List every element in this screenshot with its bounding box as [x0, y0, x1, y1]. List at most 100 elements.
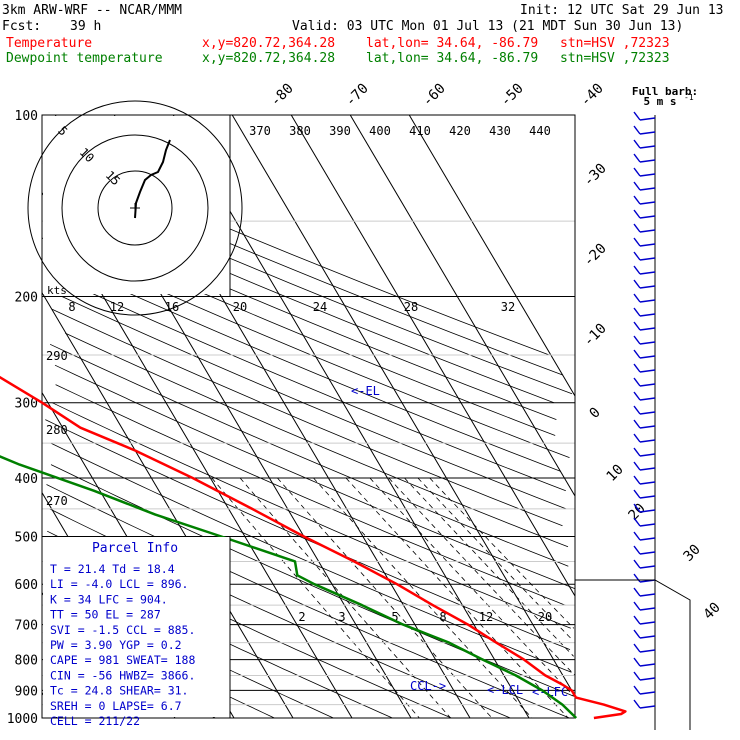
hodograph-trace: [134, 139, 171, 219]
parcel-info-title: Parcel Info: [92, 541, 178, 556]
wind-barb: [639, 383, 656, 387]
model-title: 3km ARW-WRF -- NCAR/MMM: [2, 3, 183, 18]
parcel-info-row: LI = -4.0 LCL = 896.: [50, 577, 188, 591]
wind-barb: [633, 307, 641, 317]
mixing-ratio-line: [388, 477, 576, 676]
wind-barb: [639, 425, 656, 429]
isotherm-line: [349, 114, 576, 497]
theta-label: 390: [329, 124, 351, 138]
temp-legend-station: stn=HSV ,72323: [560, 36, 670, 51]
wind-barb: [633, 349, 641, 359]
isotherm-line: [290, 114, 576, 597]
dry-adiabat-line: [61, 296, 567, 510]
theta-label: 280: [46, 423, 68, 437]
dew-legend-latlon: lat,lon= 34.64, -86.79: [366, 51, 539, 66]
wind-barb: [633, 699, 641, 709]
parcel-info-row: Tc = 24.8 SHEAR= 31.: [50, 684, 188, 698]
parcel-info-row: SVI = -1.5 CCL = 885.: [50, 623, 195, 637]
wind-barb: [633, 405, 641, 415]
wind-barb: [633, 685, 641, 695]
wind-barb: [639, 187, 656, 191]
mixing-ratio-label: 2: [298, 610, 305, 624]
sounding-lines: [0, 375, 627, 720]
wind-barb: [633, 643, 641, 653]
init-time: Init: 12 UTC Sat 29 Jun 13: [520, 3, 724, 18]
parcel-info-background: [43, 537, 230, 717]
wind-barb: [633, 209, 641, 219]
theta-label: 410: [409, 124, 431, 138]
mixing-ratio-label: 24: [313, 300, 327, 314]
isotherm-line: [41, 292, 294, 719]
isotherm-label: -50: [498, 81, 527, 110]
pressure-label: 600: [15, 578, 38, 593]
wind-barb: [639, 467, 656, 471]
wind-barb: [633, 363, 641, 373]
pressure-label: 800: [15, 654, 38, 669]
wind-barb: [639, 411, 656, 415]
isotherm-label: -60: [420, 81, 449, 110]
dry-adiabat-line: [54, 364, 575, 589]
mixing-ratio-line: [417, 477, 572, 640]
wind-barb: [633, 111, 641, 121]
wind-barb: [633, 489, 641, 499]
el-marker: <-EL: [351, 384, 380, 398]
wind-barb: [639, 173, 656, 177]
isobars: [41, 114, 576, 719]
dry-adiabat-line: [74, 268, 561, 472]
dry-adiabat-line: [52, 402, 571, 629]
wind-barb: [639, 705, 656, 709]
parcel-info-row: SREH = 0 LAPSE= 6.7: [50, 699, 182, 713]
wind-barb: [633, 419, 641, 429]
isotherm-label: -10: [581, 321, 610, 350]
wind-barb: [633, 181, 641, 191]
wind-barb: [639, 453, 656, 457]
mixing-ratio-line: [345, 477, 569, 719]
parcel-info-row: CAPE = 981 SWEAT= 188: [50, 653, 195, 667]
full-barb-label: Full barb:: [632, 85, 698, 98]
temp-legend-name: Temperature: [6, 36, 93, 51]
wind-barb: [639, 593, 656, 597]
dewpoint-line: [0, 455, 578, 719]
wind-barb: [633, 321, 641, 331]
wind-barb: [633, 629, 641, 639]
wind-barb: [633, 335, 641, 345]
wind-barb: [633, 559, 641, 569]
mixing-ratio-label: 32: [501, 300, 515, 314]
mixing-ratio-label: 8: [68, 300, 75, 314]
isotherm-label: 20: [626, 501, 649, 524]
wind-barb: [639, 341, 656, 345]
isotherm-label: 40: [701, 600, 724, 623]
wind-barb: [639, 565, 656, 569]
forecast-hours: 39 h: [70, 19, 102, 34]
temperature-line: [0, 375, 627, 720]
wind-barb: [639, 201, 656, 205]
wind-barb: [639, 327, 656, 331]
wind-barb: [639, 607, 656, 611]
wind-barb: [633, 531, 641, 541]
wind-barb: [633, 377, 641, 387]
wind-barb: [633, 125, 641, 135]
plot-frame: [41, 114, 576, 719]
theta-label: 440: [529, 124, 551, 138]
lcl-marker: <-LCL: [487, 683, 523, 697]
parcel-info-row: T = 21.4 Td = 18.4: [50, 562, 175, 576]
wind-barb: [633, 265, 641, 275]
valid-time: Valid: 03 UTC Mon 01 Jul 13 (21 MDT Sun …: [292, 19, 684, 34]
isotherm-line: [172, 114, 530, 719]
wind-barb: [639, 243, 656, 247]
dry-adiabats: [42, 162, 575, 719]
isotherm-label: 10: [604, 462, 627, 485]
dew-legend-station: stn=HSV ,72323: [560, 51, 670, 66]
wind-barb: [633, 279, 641, 289]
wind-barb: [639, 439, 656, 443]
wind-barb: [639, 635, 656, 639]
pressure-label: 900: [15, 684, 38, 699]
temp-legend-xy: x,y=820.72,364.28: [202, 36, 336, 51]
isotherm-label: 0: [587, 405, 604, 422]
mixing-ratio-line: [369, 477, 575, 697]
mixing-ratio-label: 28: [404, 300, 418, 314]
isotherm-label: 30: [681, 542, 704, 565]
wind-barb: [639, 551, 656, 555]
mixing-ratio-label: 3: [338, 610, 345, 624]
